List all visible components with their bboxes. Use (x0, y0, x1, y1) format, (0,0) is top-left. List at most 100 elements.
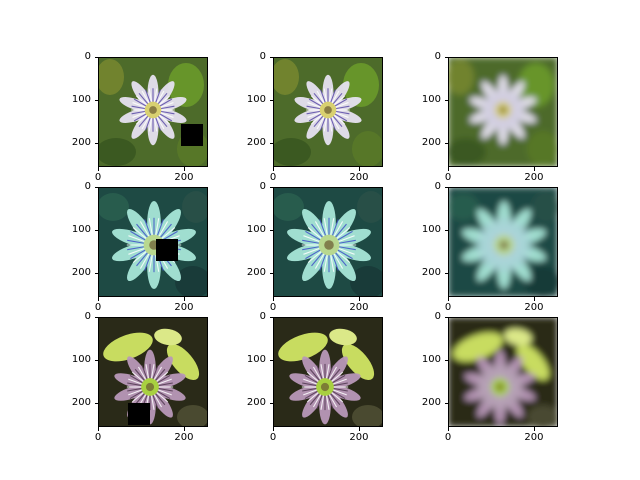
x-tick-mark (358, 167, 360, 171)
y-tick-mark (94, 186, 98, 188)
row1-col1-image (98, 57, 208, 167)
x-tick-mark (447, 167, 449, 171)
y-tick-mark (444, 229, 448, 231)
x-tick-mark (97, 297, 99, 301)
image-panel-row2-col2 (273, 187, 383, 297)
image-panel-row3-col1 (98, 317, 208, 427)
x-tick-label: 0 (269, 432, 277, 443)
x-tick-label: 0 (94, 302, 102, 313)
y-tick-mark (269, 229, 273, 231)
y-tick-mark (94, 229, 98, 231)
x-tick-mark (358, 297, 360, 301)
x-tick-label: 200 (349, 302, 369, 313)
x-tick-label: 0 (269, 302, 277, 313)
y-tick-label: 200 (71, 136, 91, 148)
y-tick-label: 0 (259, 311, 266, 322)
y-tick-mark (444, 99, 448, 101)
x-tick-label: 200 (349, 432, 369, 443)
y-tick-label: 200 (246, 266, 266, 278)
x-tick-mark (358, 427, 360, 431)
y-tick-mark (444, 56, 448, 58)
image-panel-row1-col3 (448, 57, 558, 167)
y-tick-label: 0 (434, 311, 441, 322)
y-tick-label: 200 (421, 136, 441, 148)
y-tick-mark (444, 402, 448, 404)
y-tick-label: 0 (84, 181, 91, 192)
y-tick-label: 200 (246, 136, 266, 148)
y-tick-mark (94, 142, 98, 144)
x-tick-label: 200 (174, 172, 194, 183)
y-tick-mark (269, 186, 273, 188)
mask-square (128, 403, 150, 425)
x-tick-label: 0 (444, 432, 452, 443)
y-tick-label: 100 (246, 353, 266, 365)
image-panel-row3-col2 (273, 317, 383, 427)
y-tick-label: 0 (434, 51, 441, 62)
x-tick-mark (272, 167, 274, 171)
y-tick-mark (269, 99, 273, 101)
y-tick-label: 100 (71, 353, 91, 365)
image-panel-row1-col1 (98, 57, 208, 167)
row2-col3-image (448, 187, 558, 297)
row3-col3-image (448, 317, 558, 427)
x-tick-mark (533, 297, 535, 301)
y-tick-label: 100 (246, 223, 266, 235)
y-tick-mark (269, 272, 273, 274)
x-tick-label: 0 (444, 302, 452, 313)
y-tick-label: 0 (84, 311, 91, 322)
y-tick-label: 0 (84, 51, 91, 62)
y-tick-mark (444, 272, 448, 274)
x-tick-label: 200 (524, 432, 544, 443)
x-tick-mark (183, 297, 185, 301)
y-tick-label: 100 (421, 93, 441, 105)
image-panel-row3-col3 (448, 317, 558, 427)
y-tick-mark (94, 99, 98, 101)
x-tick-label: 0 (94, 172, 102, 183)
y-tick-mark (444, 186, 448, 188)
x-tick-mark (447, 297, 449, 301)
y-tick-mark (269, 56, 273, 58)
row1-col2-image (273, 57, 383, 167)
x-tick-label: 0 (269, 172, 277, 183)
y-tick-label: 100 (71, 93, 91, 105)
x-tick-mark (97, 427, 99, 431)
y-tick-label: 100 (246, 93, 266, 105)
x-tick-mark (272, 427, 274, 431)
y-tick-label: 100 (71, 223, 91, 235)
mask-square (181, 124, 203, 146)
y-tick-label: 100 (421, 223, 441, 235)
y-tick-label: 200 (71, 266, 91, 278)
x-tick-mark (447, 427, 449, 431)
y-tick-mark (444, 359, 448, 361)
x-tick-label: 200 (174, 302, 194, 313)
row2-col2-image (273, 187, 383, 297)
y-tick-mark (94, 316, 98, 318)
y-tick-label: 200 (421, 396, 441, 408)
image-panel-row2-col1 (98, 187, 208, 297)
y-tick-mark (94, 402, 98, 404)
y-tick-mark (94, 56, 98, 58)
x-tick-label: 200 (349, 172, 369, 183)
x-tick-label: 0 (94, 432, 102, 443)
x-tick-label: 200 (174, 432, 194, 443)
y-tick-mark (269, 359, 273, 361)
image-panel-row2-col3 (448, 187, 558, 297)
y-tick-mark (269, 402, 273, 404)
y-tick-label: 100 (421, 353, 441, 365)
x-tick-label: 200 (524, 302, 544, 313)
x-tick-mark (183, 167, 185, 171)
x-tick-label: 0 (444, 172, 452, 183)
y-tick-mark (94, 359, 98, 361)
x-tick-mark (533, 167, 535, 171)
x-tick-mark (272, 297, 274, 301)
y-tick-label: 0 (259, 181, 266, 192)
image-panel-row1-col2 (273, 57, 383, 167)
y-tick-mark (444, 142, 448, 144)
y-tick-label: 0 (434, 181, 441, 192)
y-tick-mark (444, 316, 448, 318)
y-tick-label: 200 (71, 396, 91, 408)
y-tick-label: 200 (246, 396, 266, 408)
y-tick-mark (269, 142, 273, 144)
x-tick-mark (533, 427, 535, 431)
